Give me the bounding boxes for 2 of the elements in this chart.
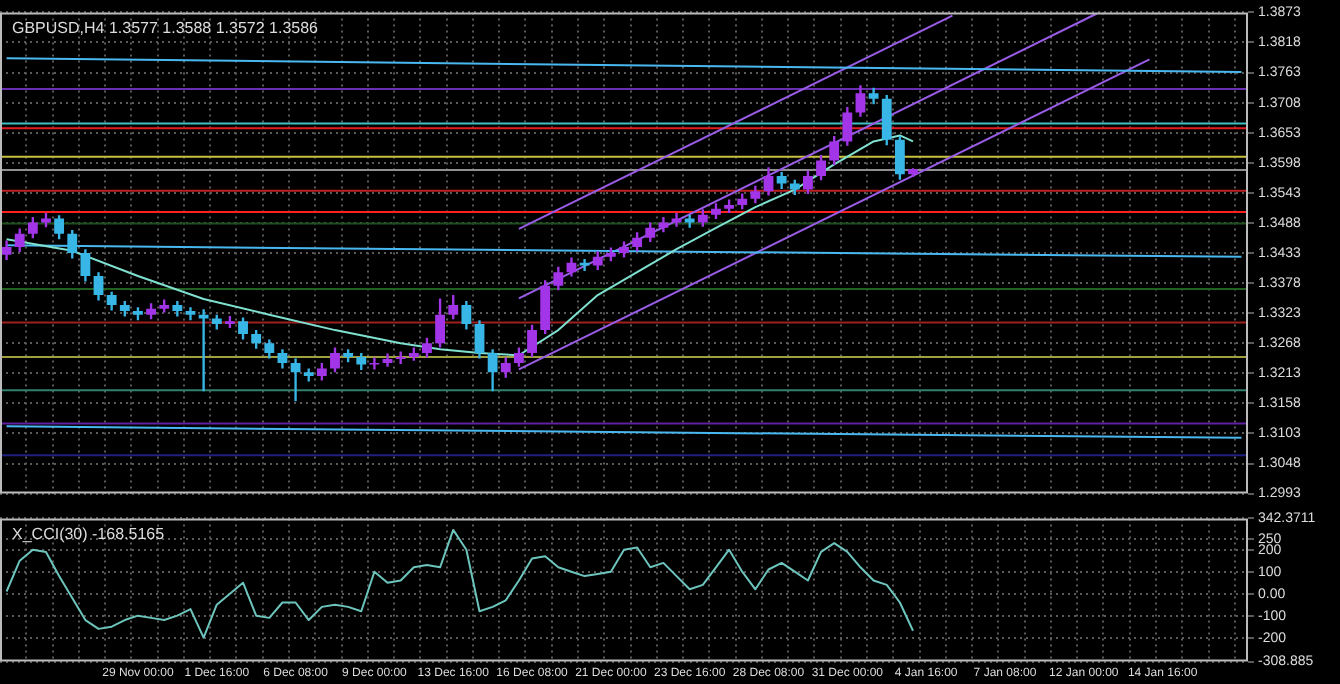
chart-title: GBPUSD,H4 1.3577 1.3588 1.3572 1.3586 — [12, 18, 320, 37]
chart-title: X_CCI(30) -168.5165 — [12, 524, 166, 543]
